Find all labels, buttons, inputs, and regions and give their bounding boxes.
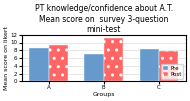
Bar [140, 49, 159, 81]
Bar [84, 54, 104, 81]
Bar [48, 45, 68, 81]
X-axis label: Groups: Groups [93, 92, 115, 97]
Legend: Pre, Post: Pre, Post [161, 64, 183, 78]
Bar [29, 48, 48, 81]
Title: PT knowledge/confidence about A.T.
Mean score on  survey 3-question
mini-test: PT knowledge/confidence about A.T. Mean … [35, 4, 173, 34]
Bar [104, 38, 123, 81]
Bar [159, 51, 178, 81]
Y-axis label: Mean score on likert: Mean score on likert [4, 26, 9, 90]
